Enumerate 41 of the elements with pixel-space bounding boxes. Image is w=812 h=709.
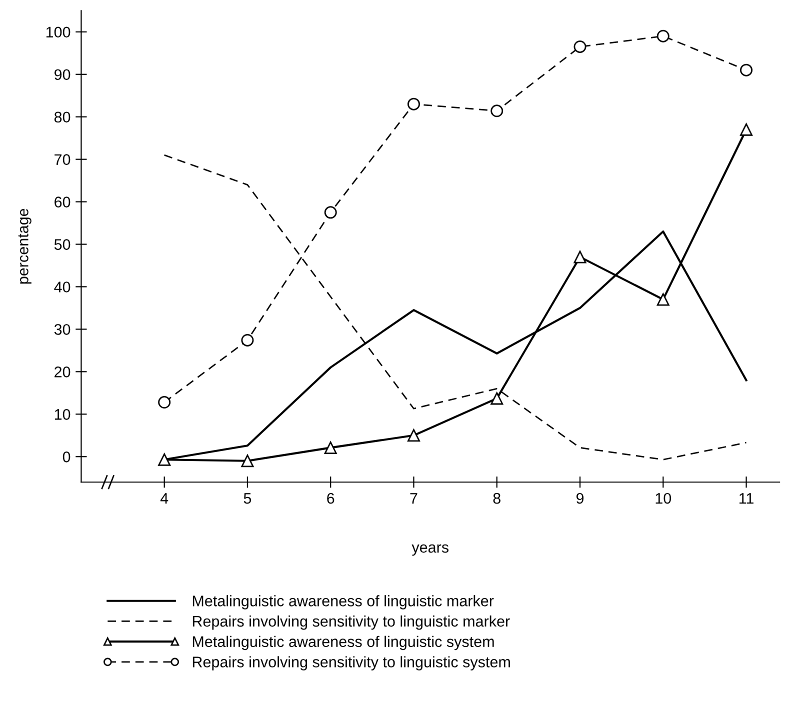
point [574,40,586,53]
point [490,392,504,405]
x-tick-label: 9 [576,492,584,504]
legend-label: Metalinguistic awareness of linguistic marker [192,595,494,610]
y-tick-label: 100 [46,26,70,38]
y-tick-label: 30 [54,324,70,335]
y-tick-label: 40 [54,282,70,292]
y-tick-label: 0 [62,452,70,462]
x-tick-label: 6 [327,492,334,504]
point [740,123,753,136]
point [490,104,504,118]
point [407,98,420,110]
x-tick-label: 7 [410,493,418,504]
y-tick-label: 90 [54,69,70,80]
y-tick-label: 10 [54,409,70,420]
x-tick-label: 5 [244,493,252,504]
point [407,429,420,442]
point [324,441,337,454]
point [574,250,586,264]
x-tick-label: 8 [493,492,500,504]
y-tick-label: 80 [54,112,70,123]
point [656,30,670,42]
point [158,453,171,466]
y-tick-label: 20 [54,366,70,378]
y-tick-label: 70 [54,154,70,165]
point [324,206,337,219]
point [656,293,670,306]
point [241,334,254,346]
x-axis-title: years [412,544,448,556]
point [158,396,171,409]
y-axis-title: percentage [18,208,32,284]
x-tick-label: 4 [160,493,168,504]
legend-label: Repairs involving sensitivity to linguistic marker [192,615,510,630]
x-tick-label: 11 [740,493,754,504]
y-tick-label: 60 [54,196,70,208]
legend-label: Repairs involving sensitivity to linguistic system [192,656,510,670]
point [241,454,254,468]
legend-label: Metalinguistic awareness of linguistic system [192,636,494,650]
x-tick-label: 10 [656,492,672,504]
point [740,64,753,76]
y-tick-label: 50 [54,239,70,250]
